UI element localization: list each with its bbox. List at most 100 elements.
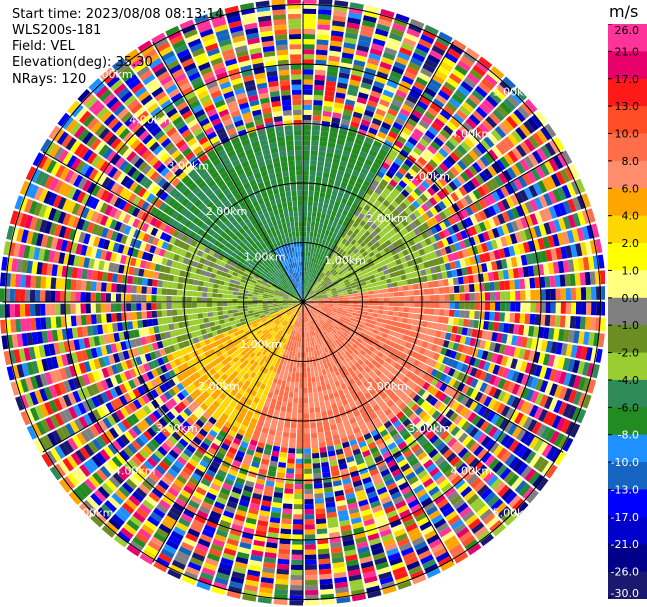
radar-gate (441, 324, 448, 332)
radar-gate (233, 350, 241, 357)
radar-gate (419, 473, 431, 484)
radar-gate (557, 356, 566, 370)
radar-gate (524, 468, 537, 482)
radar-gate (270, 314, 276, 319)
radar-gate (270, 313, 276, 317)
radar-gate (316, 171, 323, 177)
radar-gate (240, 350, 247, 357)
radar-gate (413, 313, 419, 320)
radar-gate (312, 295, 318, 299)
radar-gate (109, 399, 120, 411)
radar-gate (196, 406, 205, 415)
radar-gate (242, 594, 257, 602)
radar-gate (389, 179, 398, 188)
radar-gate (175, 428, 185, 438)
radar-gate (296, 342, 299, 348)
radar-gate (332, 20, 346, 27)
radar-gate (377, 183, 386, 191)
radar-gate (287, 371, 292, 377)
radar-gate (243, 373, 250, 380)
radar-gate (443, 385, 452, 395)
radar-gate (350, 260, 356, 266)
radar-gate (231, 324, 237, 330)
radar-gate (537, 237, 546, 250)
radar-gate (424, 24, 439, 36)
radar-gate (222, 341, 229, 348)
radar-gate (217, 343, 225, 351)
radar-gate (172, 367, 181, 376)
radar-gate (274, 327, 280, 333)
radar-gate (316, 39, 329, 46)
radar-gate (494, 281, 500, 291)
radar-gate (34, 405, 45, 420)
radar-gate (379, 260, 386, 267)
radar-gate (312, 296, 318, 299)
radar-gate (62, 394, 72, 407)
radar-gate (127, 390, 137, 401)
radar-gate (374, 556, 388, 566)
radar-gate (304, 438, 311, 444)
radar-gate (356, 133, 366, 142)
radar-gate (561, 184, 572, 199)
radar-gate (328, 50, 341, 57)
radar-gate (346, 334, 353, 340)
radar-gate (205, 379, 213, 387)
radar-gate (408, 565, 423, 576)
radar-gate (399, 80, 412, 90)
radar-gate (400, 323, 407, 329)
radar-gate (570, 344, 578, 358)
radar-gate (443, 309, 450, 317)
radar-gate (211, 425, 221, 434)
radar-gate (330, 168, 338, 175)
radar-gate (323, 304, 329, 306)
radar-gate (346, 286, 352, 290)
radar-gate (420, 455, 431, 465)
radar-gate (315, 411, 322, 418)
radar-gate (289, 387, 295, 393)
radar-gate (505, 196, 515, 208)
radar-gate (539, 162, 550, 177)
radar-gate (304, 322, 306, 328)
radar-gate (523, 187, 534, 200)
radar-gate (452, 369, 461, 379)
radar-gate (412, 146, 423, 156)
radar-gate (351, 588, 366, 597)
radar-gate (487, 495, 500, 508)
radar-gate (318, 568, 332, 575)
radar-gate (398, 166, 408, 176)
radar-gate (558, 328, 565, 342)
radar-gate (444, 302, 450, 309)
radar-gate (515, 302, 521, 312)
radar-gate (363, 295, 369, 299)
radar-gate (193, 371, 201, 380)
radar-gate (418, 262, 425, 270)
radar-gate (282, 396, 288, 402)
radar-gate (80, 430, 91, 443)
radar-gate (311, 330, 314, 337)
radar-gate (261, 336, 268, 342)
radar-gate (359, 556, 373, 564)
radar-gate (215, 350, 223, 358)
radar-gate (99, 449, 111, 462)
radar-gate (430, 226, 438, 235)
radar-gate (426, 384, 435, 394)
radar-gate (506, 94, 520, 108)
radar-gate (348, 179, 356, 187)
radar-gate (368, 52, 381, 61)
radar-gate (513, 109, 526, 123)
radar-gate (140, 419, 150, 430)
radar-gate (216, 329, 223, 335)
radar-gate (374, 157, 383, 166)
radar-gate (449, 244, 457, 253)
radar-gate (342, 292, 348, 296)
radar-gate (449, 294, 455, 301)
radar-gate (309, 407, 315, 414)
radar-gate (473, 429, 484, 441)
radar-gate (552, 155, 564, 170)
radar-gate (482, 361, 491, 372)
radar-gate (529, 453, 541, 467)
radar-gate (303, 74, 314, 80)
radar-gate (386, 345, 394, 352)
radar-gate (213, 372, 221, 380)
radar-gate (443, 433, 454, 444)
